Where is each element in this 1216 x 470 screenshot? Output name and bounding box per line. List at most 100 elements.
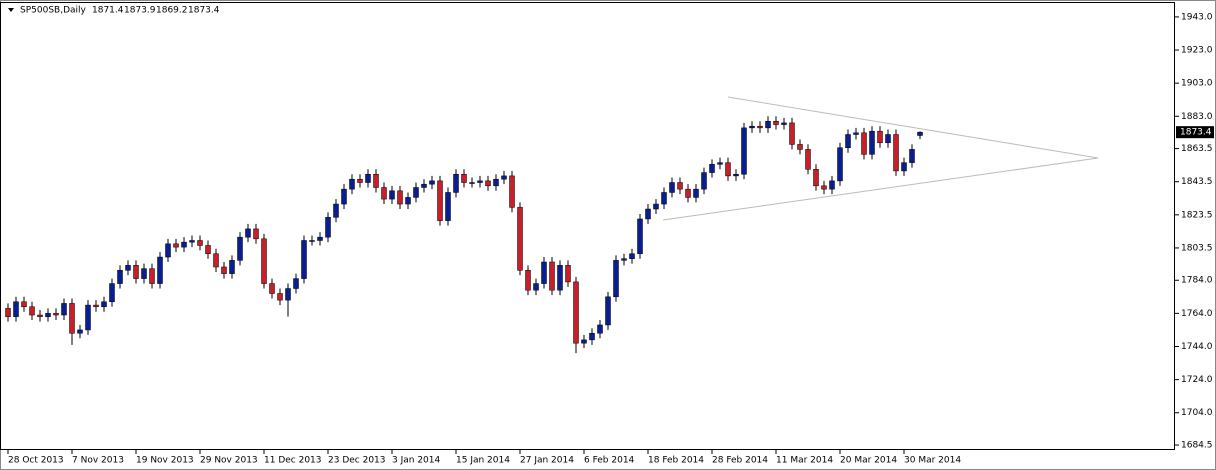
y-tick-label: 1923.0	[1181, 46, 1213, 56]
candle-body	[21, 301, 27, 307]
candle-body	[917, 131, 923, 136]
ohlc-open: 1871.4	[92, 6, 124, 16]
candle-body	[165, 243, 171, 258]
candle-body	[653, 203, 659, 210]
candle-body	[405, 197, 411, 205]
candle-body	[101, 301, 107, 307]
x-tick-label: 23 Dec 2013	[328, 456, 386, 466]
candle-body	[381, 187, 387, 200]
candle-body	[781, 122, 787, 125]
candle-body	[325, 217, 331, 238]
candle-body	[813, 169, 819, 187]
menu-arrow[interactable]	[8, 8, 14, 12]
candle-body	[5, 308, 11, 317]
candle-body	[301, 240, 307, 279]
x-tick-label: 3 Jan 2014	[392, 456, 440, 466]
ohlc-high: 1873.9	[124, 6, 156, 16]
candle-body	[701, 172, 707, 190]
candle-body	[613, 260, 619, 298]
chart-title: SP500SB,Daily	[20, 6, 87, 16]
candle-body	[253, 228, 259, 240]
candle-body	[509, 175, 515, 208]
candle-body	[669, 182, 675, 193]
candle-body	[453, 173, 459, 193]
candle-body	[141, 268, 147, 279]
candle-body	[77, 329, 83, 334]
y-tick-label: 1863.5	[1181, 144, 1213, 154]
candle-body	[757, 125, 763, 129]
y-tick-label: 1704.0	[1181, 408, 1213, 418]
candle-body	[213, 253, 219, 268]
y-tick-label: 1883.0	[1181, 112, 1213, 122]
candle-body	[725, 162, 731, 177]
x-tick-label: 28 Feb 2014	[712, 456, 768, 466]
candle-body	[157, 256, 163, 284]
candle-body	[413, 187, 419, 198]
candle-body	[53, 313, 59, 316]
candle-body	[45, 313, 51, 317]
y-tick-label: 1724.0	[1181, 375, 1213, 385]
candle-body	[533, 283, 539, 291]
y-tick-label: 1943.0	[1181, 12, 1213, 22]
candle-body	[677, 182, 683, 190]
candle-body	[581, 339, 587, 344]
candle-body	[845, 134, 851, 148]
candle-body	[877, 130, 883, 144]
candle-body	[197, 240, 203, 246]
y-tick-label: 1684.5	[1181, 441, 1213, 451]
candle-body	[125, 265, 131, 271]
y-tick-label: 1843.5	[1181, 177, 1213, 187]
candle-body	[549, 261, 555, 291]
x-tick-label: 11 Dec 2013	[264, 456, 322, 466]
candle-body	[293, 278, 299, 289]
candle-body	[749, 125, 755, 129]
y-tick-label: 1823.5	[1181, 210, 1213, 220]
candle-body	[501, 175, 507, 180]
candle-body	[821, 185, 827, 190]
y-tick-label: 1803.5	[1181, 243, 1213, 253]
candle-body	[221, 266, 227, 274]
x-tick-label: 15 Jan 2014	[456, 456, 510, 466]
candle-body	[477, 180, 483, 183]
candle-body	[269, 283, 275, 294]
candle-body	[597, 324, 603, 334]
candle-body	[349, 178, 355, 190]
candle-body	[37, 314, 43, 317]
candle-body	[373, 173, 379, 188]
candle-body	[885, 134, 891, 144]
candle-body	[229, 260, 235, 274]
candle-body	[133, 265, 139, 279]
candle-body	[901, 162, 907, 172]
candle-body	[517, 207, 523, 271]
y-tick-label: 1764.0	[1181, 309, 1213, 319]
candle-body	[605, 296, 611, 326]
candle-body	[557, 265, 563, 291]
x-tick-label: 28 Oct 2013	[8, 456, 64, 466]
candle-body	[797, 144, 803, 150]
x-tick-label: 19 Nov 2013	[136, 456, 194, 466]
candle-body	[893, 134, 899, 172]
plot-area	[0, 2, 1175, 450]
candle-body	[277, 293, 283, 301]
y-tick-label: 1744.0	[1181, 342, 1213, 352]
candle-body	[741, 127, 747, 175]
price-tag	[1176, 126, 1214, 139]
x-tick-label: 11 Mar 2014	[776, 456, 833, 466]
candle-body	[805, 149, 811, 170]
candle-body	[429, 180, 435, 185]
candle-body	[637, 218, 643, 254]
x-tick-label: 29 Nov 2013	[200, 456, 258, 466]
candle-body	[341, 188, 347, 205]
trend-line[interactable]	[662, 157, 1099, 221]
trend-line[interactable]	[727, 96, 1099, 159]
candle-body	[109, 283, 115, 303]
ohlc-close: 1873.4	[188, 6, 220, 16]
candle-body	[189, 240, 195, 243]
candle-body	[469, 182, 475, 184]
candle-body	[317, 236, 323, 241]
price-tag-label: 1873.4	[1180, 128, 1212, 138]
candle-body	[181, 241, 187, 248]
candle-body	[589, 332, 595, 341]
y-tick-label: 1903.0	[1181, 79, 1213, 89]
